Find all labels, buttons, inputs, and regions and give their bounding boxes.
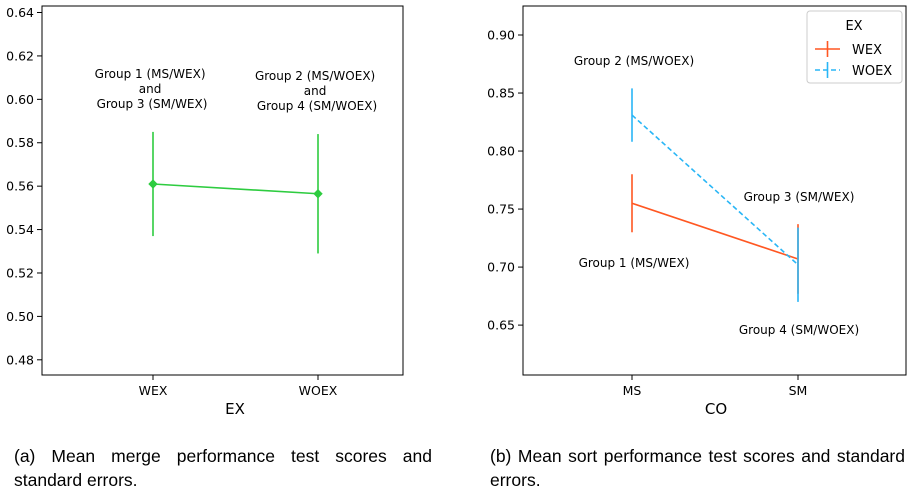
data-point-diamond	[148, 179, 158, 189]
caption-b: (b) Mean sort performance test scores an…	[490, 446, 905, 490]
merge-series-line	[152, 183, 319, 195]
annotation-group2-group4: Group 2 (MS/WOEX) and Group 4 (SM/WOEX)	[255, 69, 379, 113]
y-tick-label: 0.50	[6, 309, 34, 324]
plot-frame	[41, 5, 404, 376]
annotation-group1-group3: Group 1 (MS/WEX) and Group 3 (SM/WEX)	[95, 67, 210, 111]
x-axis-label: EX	[225, 400, 245, 418]
y-tick-label: 0.64	[6, 5, 34, 20]
data-point-diamond	[313, 189, 323, 199]
y-tick-label: 0.58	[6, 135, 34, 150]
x-tick-label: WEX	[139, 383, 168, 398]
y-tick-label: 0.60	[6, 92, 34, 107]
y-tick-label: 0.52	[6, 265, 34, 280]
y-tick-label: 0.54	[6, 222, 34, 237]
y-tick-label: 0.56	[6, 179, 34, 194]
y-tick-label: 0.62	[6, 48, 34, 63]
caption-a: (a) Mean merge performance test scores a…	[14, 446, 432, 490]
y-tick-label: 0.48	[6, 352, 34, 367]
x-tick-label: WOEX	[299, 383, 338, 398]
